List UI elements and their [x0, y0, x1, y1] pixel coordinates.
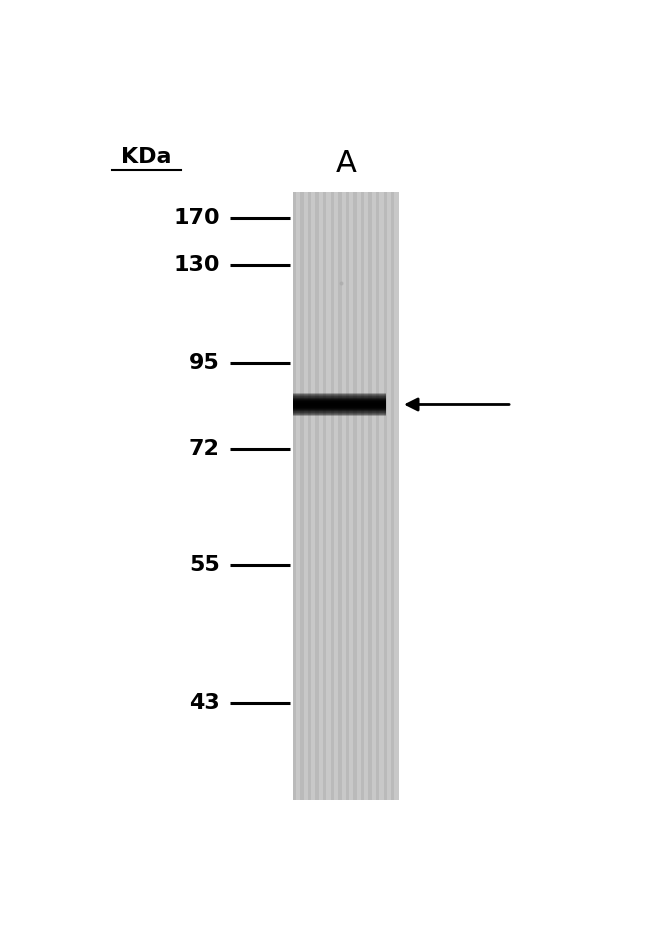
Bar	[292, 412, 386, 413]
Bar	[292, 396, 386, 397]
Bar	[384, 193, 387, 801]
Bar	[346, 193, 349, 801]
Bar	[292, 193, 398, 801]
Text: 95: 95	[189, 352, 220, 372]
Bar	[292, 403, 386, 404]
Bar	[292, 409, 386, 410]
Bar	[292, 407, 386, 408]
Bar	[292, 406, 386, 407]
Bar	[376, 193, 380, 801]
Bar	[292, 404, 386, 405]
Bar	[292, 402, 386, 403]
Bar	[292, 394, 386, 395]
Text: A: A	[335, 149, 356, 178]
Bar	[300, 193, 304, 801]
Bar	[292, 414, 386, 415]
Bar	[292, 412, 386, 413]
Bar	[315, 193, 319, 801]
Bar	[292, 410, 386, 411]
Bar	[292, 401, 386, 402]
Bar	[308, 193, 311, 801]
Text: 170: 170	[173, 208, 220, 227]
Bar	[292, 399, 386, 400]
Text: 72: 72	[189, 439, 220, 460]
Bar	[292, 406, 386, 408]
Text: KDa: KDa	[122, 147, 172, 167]
Bar	[292, 397, 386, 398]
Bar	[292, 400, 386, 402]
Bar	[323, 193, 326, 801]
Bar	[292, 405, 386, 406]
Text: 55: 55	[189, 556, 220, 575]
Bar	[292, 400, 386, 401]
Bar	[292, 396, 386, 397]
Bar	[292, 414, 386, 415]
Bar	[369, 193, 372, 801]
Bar	[361, 193, 364, 801]
Bar	[292, 408, 386, 409]
Bar	[292, 403, 386, 405]
Bar	[292, 411, 386, 412]
Bar	[354, 193, 357, 801]
Text: 130: 130	[174, 255, 220, 274]
Text: 43: 43	[189, 693, 220, 713]
Bar	[292, 408, 386, 409]
Bar	[292, 395, 386, 396]
Bar	[292, 394, 386, 396]
Bar	[292, 405, 386, 406]
Bar	[292, 393, 386, 394]
Bar	[292, 411, 386, 412]
Bar	[292, 402, 386, 403]
Bar	[292, 399, 386, 400]
Bar	[391, 193, 395, 801]
Bar	[292, 193, 296, 801]
Bar	[331, 193, 334, 801]
Bar	[292, 413, 386, 414]
Bar	[292, 409, 386, 411]
Bar	[292, 397, 386, 398]
Bar	[338, 193, 341, 801]
Bar	[292, 398, 386, 399]
